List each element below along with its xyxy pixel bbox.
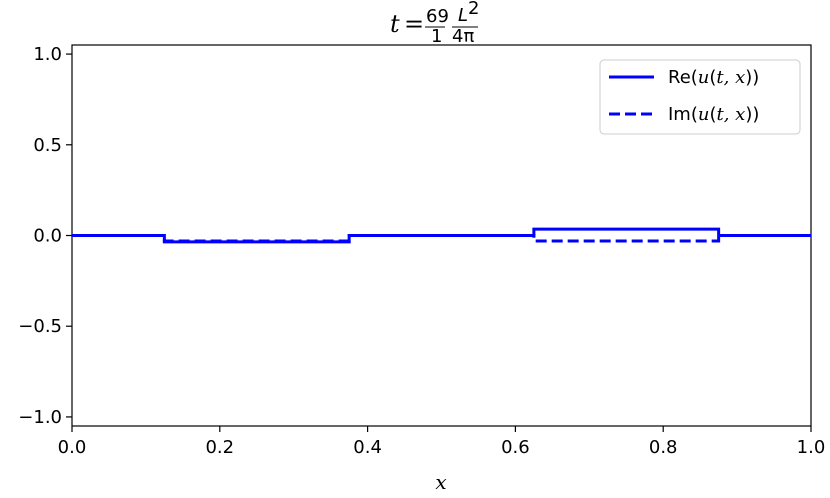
x-tick-label-4: 0.8 <box>649 437 678 458</box>
x-tick-label-0: 0.0 <box>58 437 87 458</box>
title-frac2-sup: 2 <box>468 0 479 19</box>
x-tick-label-5: 1.0 <box>797 437 826 458</box>
legend-re-mid: ( <box>709 67 716 88</box>
y-tick-label-4: 1.0 <box>33 44 62 65</box>
title-equals: = <box>404 10 424 38</box>
x-axis: 0.0 0.2 0.4 0.6 0.8 1.0 <box>58 426 826 458</box>
title-frac1-num: 69 <box>426 6 449 27</box>
legend: Re(u(t, x)) Im(u(t, x)) <box>599 59 801 135</box>
series-line-im <box>72 234 811 243</box>
y-tick-label-1: −0.5 <box>18 316 62 337</box>
legend-re-args: t, x <box>716 67 745 88</box>
x-tick-label-3: 0.6 <box>501 437 530 458</box>
legend-im-args: t, x <box>717 104 746 125</box>
y-tick-label-2: 0.0 <box>33 226 62 247</box>
legend-re-var: u <box>698 67 710 88</box>
y-axis: −1.0 −0.5 0.0 0.5 1.0 <box>18 44 72 428</box>
series-layer <box>72 227 811 244</box>
title-var: t <box>390 10 400 38</box>
title-frac1-den: 1 <box>431 26 442 47</box>
y-tick-label-0: −1.0 <box>18 407 62 428</box>
legend-im-mid: ( <box>709 104 716 125</box>
chart-title: t = 69 1 L 2 4π <box>390 0 479 47</box>
x-tick-label-1: 0.2 <box>205 437 234 458</box>
title-frac2-num: L <box>458 5 468 26</box>
x-tick-label-2: 0.4 <box>353 437 382 458</box>
legend-re-pre: Re( <box>668 67 698 88</box>
series-line-re <box>72 227 811 244</box>
legend-im-post: )) <box>745 104 759 125</box>
legend-im-var: u <box>698 104 710 125</box>
x-axis-label: x <box>435 470 446 494</box>
legend-label-re: Re(u(t, x)) <box>668 67 759 88</box>
title-frac2-den: 4π <box>452 26 474 47</box>
legend-im-pre: Im( <box>668 104 698 125</box>
legend-re-post: )) <box>745 67 759 88</box>
y-tick-label-3: 0.5 <box>33 135 62 156</box>
legend-label-im: Im(u(t, x)) <box>668 104 759 125</box>
